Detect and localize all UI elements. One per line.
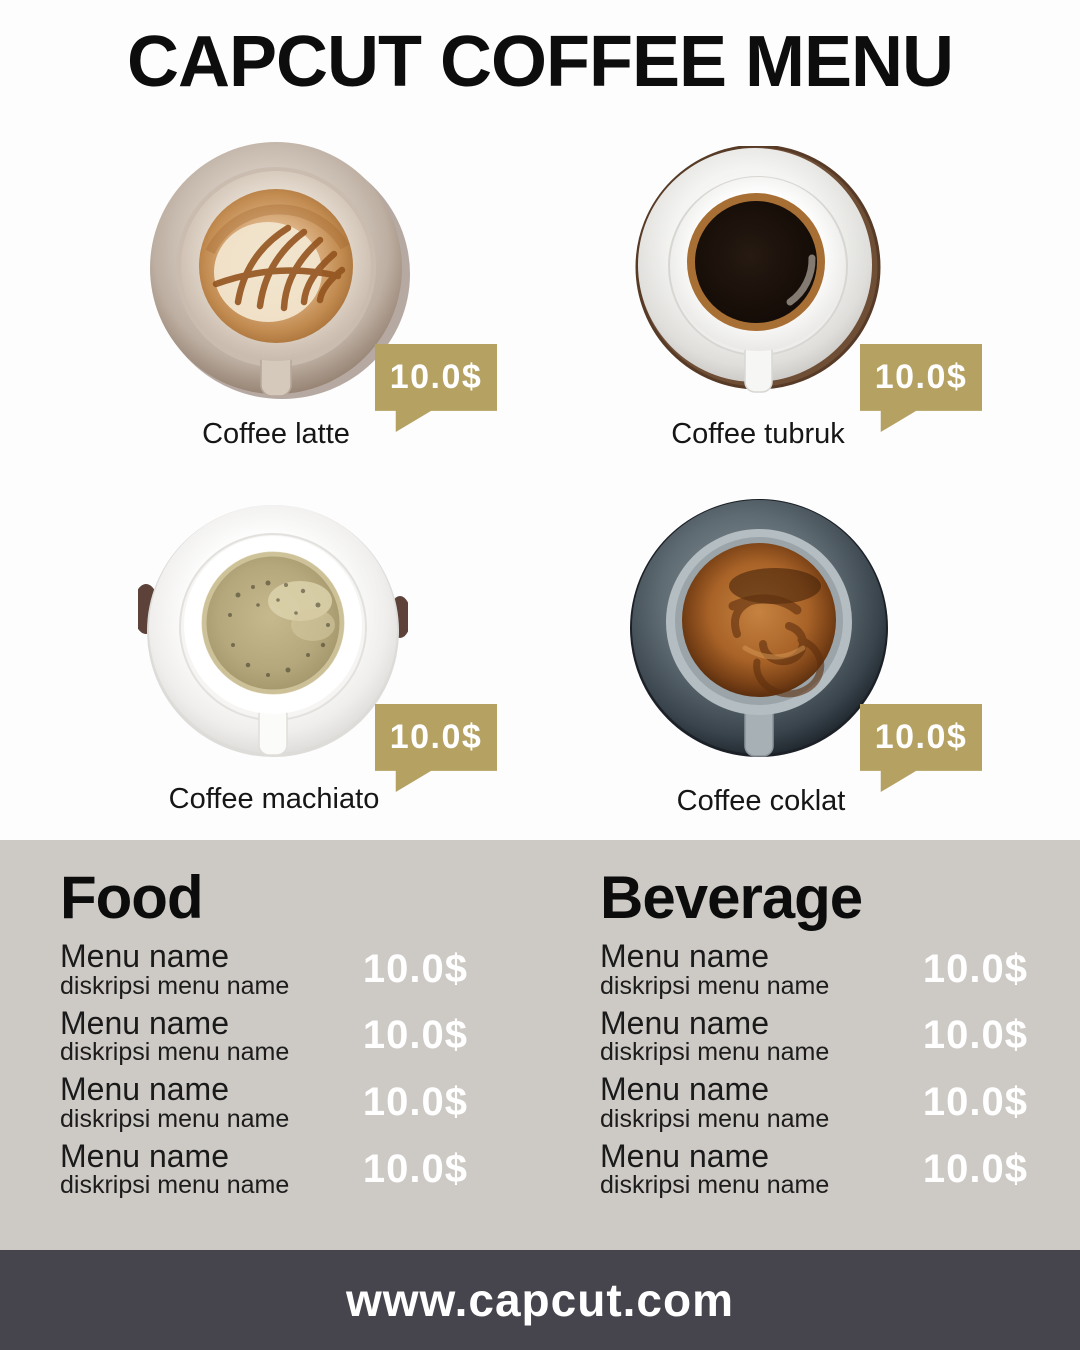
item-desc: diskripsi menu name (60, 1104, 290, 1133)
item-price: 10.0$ (362, 1079, 468, 1124)
item-price: 10.0$ (362, 1013, 468, 1058)
item-price: 10.0$ (922, 1013, 1028, 1058)
item-price: 10.0$ (362, 1146, 468, 1191)
item-desc: diskripsi menu name (600, 1038, 830, 1067)
price-tag: 10.0$ (375, 704, 497, 792)
section-food: Food Menu name diskripsi menu name 10.0$… (60, 868, 468, 1206)
price-tag-label: 10.0$ (874, 718, 968, 756)
menu-item: Menu name diskripsi menu name 10.0$ (600, 1073, 1028, 1132)
item-name: Menu name (60, 1071, 229, 1108)
item-text: Menu name diskripsi menu name (60, 938, 290, 1000)
price-tag-label: 10.0$ (389, 358, 483, 396)
menu-item: Menu name diskripsi menu name 10.0$ (60, 1004, 468, 1067)
item-text: Menu name diskripsi menu name (600, 1137, 830, 1200)
cup-label: Coffee tubruk (671, 418, 845, 450)
item-desc: diskripsi menu name (60, 1171, 290, 1200)
item-price: 10.0$ (922, 1146, 1028, 1191)
page-title: CAPCUT COFFEE MENU (127, 22, 954, 102)
item-price: 10.0$ (922, 1079, 1028, 1124)
item-text: Menu name diskripsi menu name (60, 1004, 290, 1067)
machiato-cup-photo (133, 505, 411, 757)
item-text: Menu name diskripsi menu name (60, 1137, 290, 1200)
item-text: Menu name diskripsi menu name (600, 938, 830, 1000)
item-name: Menu name (60, 1137, 229, 1174)
item-desc: diskripsi menu name (60, 971, 290, 1000)
footer-bar: www.capcut.com (0, 1250, 1080, 1350)
item-price: 10.0$ (922, 946, 1028, 991)
section-beverage: Beverage Menu name diskripsi menu name 1… (600, 868, 1028, 1206)
item-name: Menu name (600, 1004, 769, 1041)
menu-item: Menu name diskripsi menu name 10.0$ (600, 1004, 1028, 1067)
menu-item: Menu name diskripsi menu name 10.0$ (600, 938, 1028, 1000)
cup-label: Coffee machiato (168, 783, 380, 815)
menu-item: Menu name diskripsi menu name 10.0$ (60, 1137, 468, 1200)
item-desc: diskripsi menu name (600, 971, 830, 1000)
item-name: Menu name (60, 1004, 229, 1041)
item-text: Menu name diskripsi menu name (600, 1004, 830, 1067)
item-text: Menu name diskripsi menu name (60, 1073, 289, 1132)
footer-url: www.capcut.com (345, 1274, 735, 1326)
menu-item: Menu name diskripsi menu name 10.0$ (60, 938, 468, 1000)
item-desc: diskripsi menu name (600, 1171, 830, 1200)
item-name: Menu name (600, 1137, 769, 1174)
item-name: Menu name (600, 1071, 769, 1108)
menu-item: Menu name diskripsi menu name 10.0$ (60, 1073, 468, 1132)
product-card-machiato: Coffee machiato (133, 505, 411, 815)
coklat-cup-photo (630, 499, 888, 757)
item-name: Menu name (60, 938, 229, 974)
tubruk-cup-photo (635, 144, 881, 393)
cup-label: Coffee coklat (676, 785, 846, 817)
price-tag-label: 10.0$ (389, 718, 483, 756)
item-price: 10.0$ (362, 946, 468, 991)
section-title: Beverage (600, 864, 863, 931)
item-desc: diskripsi menu name (60, 1038, 290, 1067)
product-card-latte: Coffee latte (140, 142, 412, 450)
menu-item: Menu name diskripsi menu name 10.0$ (600, 1137, 1028, 1200)
menu-section: Food Menu name diskripsi menu name 10.0$… (0, 840, 1080, 1250)
item-name: Menu name (600, 938, 769, 974)
latte-cup-photo (150, 142, 410, 399)
product-card-coklat: Coffee coklat (625, 498, 897, 817)
section-title: Food (60, 864, 204, 931)
price-tag: 10.0$ (860, 704, 982, 792)
item-desc: diskripsi menu name (600, 1104, 830, 1133)
cup-label: Coffee latte (202, 418, 350, 450)
product-card-tubruk: Coffee tubruk (622, 144, 894, 450)
price-tag-label: 10.0$ (874, 358, 968, 396)
item-text: Menu name diskripsi menu name (600, 1073, 829, 1132)
